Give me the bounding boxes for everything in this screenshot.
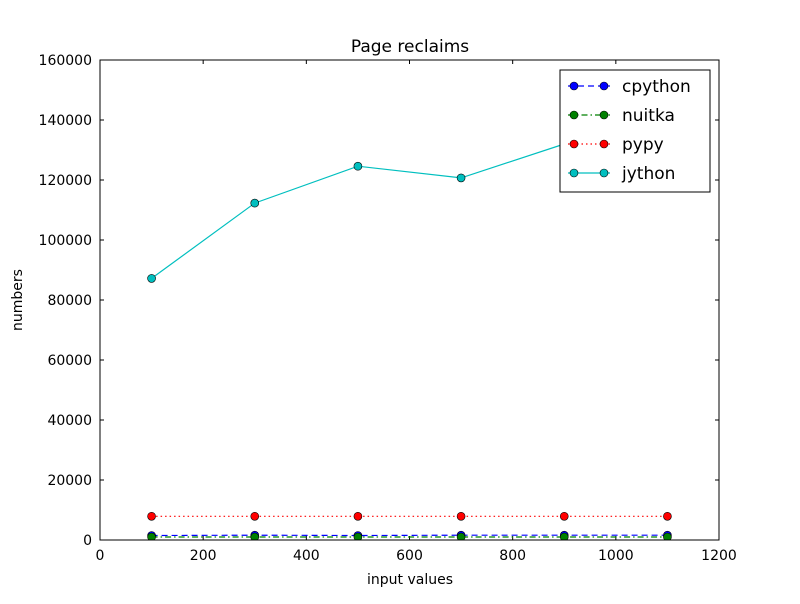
legend-marker-jython xyxy=(600,169,608,177)
data-point-pypy xyxy=(663,512,671,520)
y-tick-label: 140000 xyxy=(39,113,92,129)
y-tick-label: 0 xyxy=(83,533,92,549)
legend-marker-nuitka xyxy=(600,111,608,119)
y-axis-label: numbers xyxy=(10,269,26,331)
data-point-pypy xyxy=(354,512,362,520)
y-tick-label: 60000 xyxy=(47,353,92,369)
x-axis-label: input values xyxy=(367,572,453,588)
x-tick-label: 600 xyxy=(396,548,423,564)
legend: cpython nuitka pypy jython xyxy=(560,70,710,192)
y-tick-label: 160000 xyxy=(39,53,92,69)
data-point-pypy xyxy=(560,512,568,520)
data-point-jython xyxy=(457,174,465,182)
x-tick-label: 1000 xyxy=(598,548,634,564)
y-tick-label: 40000 xyxy=(47,413,92,429)
y-tick-label: 100000 xyxy=(39,233,92,249)
y-tick-label: 120000 xyxy=(39,173,92,189)
x-tick-label: 400 xyxy=(293,548,320,564)
legend-label-jython: jython xyxy=(621,164,675,184)
y-tick-label: 80000 xyxy=(47,293,92,309)
data-point-pypy xyxy=(251,512,259,520)
x-tick-label: 200 xyxy=(190,548,217,564)
data-point-pypy xyxy=(457,512,465,520)
y-tick-label: 20000 xyxy=(47,473,92,489)
legend-marker-pypy xyxy=(600,140,608,148)
legend-marker-cpython xyxy=(570,82,578,90)
data-point-jython xyxy=(354,162,362,170)
x-tick-label: 0 xyxy=(96,548,105,564)
legend-marker-cpython xyxy=(600,82,608,90)
legend-marker-jython xyxy=(570,169,578,177)
legend-marker-pypy xyxy=(570,140,578,148)
legend-label-pypy: pypy xyxy=(622,135,664,155)
chart-title: Page reclaims xyxy=(351,37,469,57)
legend-label-nuitka: nuitka xyxy=(622,106,675,126)
data-point-jython xyxy=(148,274,156,282)
x-tick-label: 1200 xyxy=(701,548,737,564)
x-tick-label: 800 xyxy=(499,548,526,564)
legend-marker-nuitka xyxy=(570,111,578,119)
data-point-pypy xyxy=(148,512,156,520)
legend-label-cpython: cpython xyxy=(622,77,691,97)
data-point-jython xyxy=(251,199,259,207)
